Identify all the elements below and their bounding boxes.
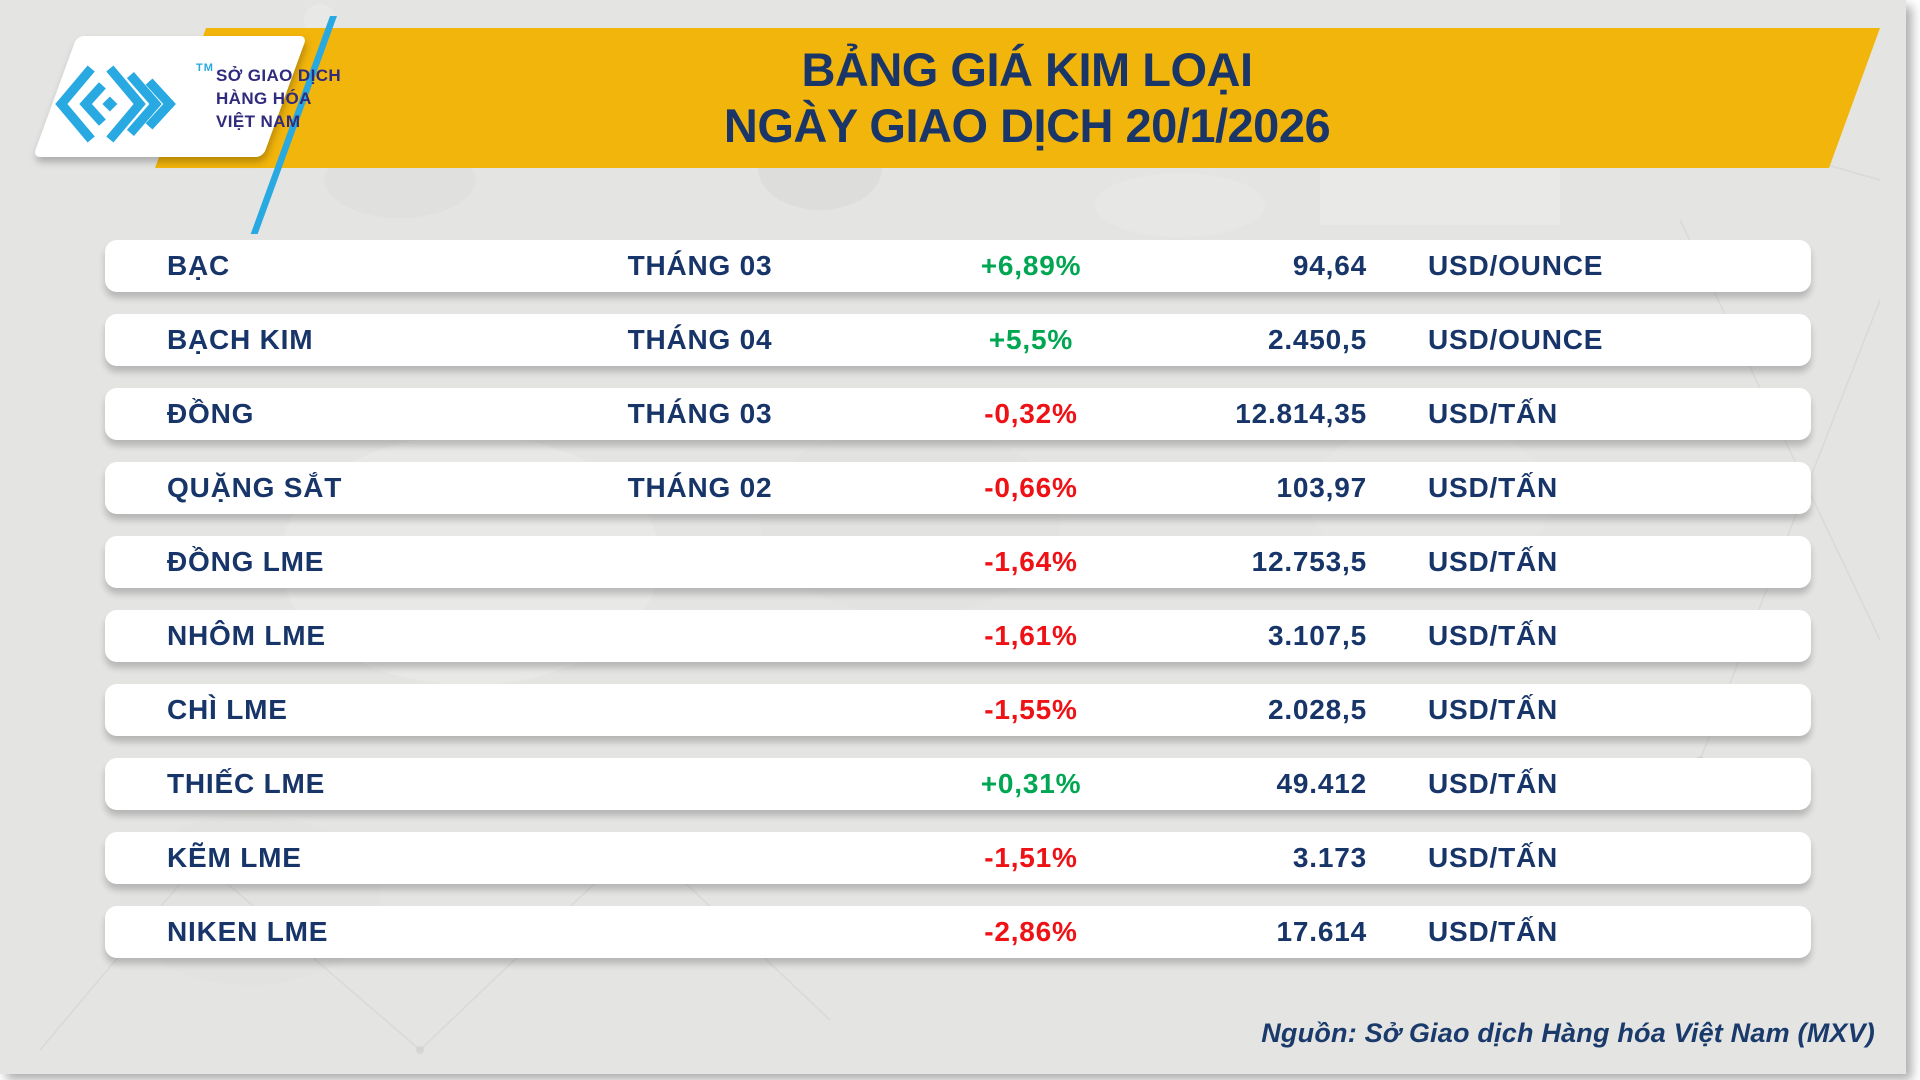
change-percent: -1,51% xyxy=(984,842,1078,873)
page-title-line1: BẢNG GIÁ KIM LOẠI xyxy=(801,43,1253,96)
commodity-name: THIẾC LME xyxy=(167,768,326,799)
price-value: 17.614 xyxy=(1276,916,1367,947)
change-percent: -1,55% xyxy=(984,694,1078,725)
change-percent: +5,5% xyxy=(988,324,1074,355)
org-name-line: HÀNG HÓA xyxy=(216,89,312,108)
change-percent: -0,66% xyxy=(984,472,1078,503)
price-unit: USD/TẤN xyxy=(1428,842,1559,873)
commodity-name: BẠCH KIM xyxy=(167,324,314,355)
price-unit: USD/TẤN xyxy=(1428,916,1559,947)
price-value: 12.753,5 xyxy=(1251,546,1367,577)
table-row: BẠCH KIM THÁNG 04 +5,5% 2.450,5 USD/OUNCE xyxy=(105,314,1811,366)
contract-month: THÁNG 03 xyxy=(627,250,773,281)
table-row: ĐỒNG LME -1,64% 12.753,5 USD/TẤN xyxy=(105,536,1811,588)
org-name-line: VIỆT NAM xyxy=(216,112,301,131)
org-name: SỞ GIAO DỊCH HÀNG HÓA VIỆT NAM xyxy=(216,64,386,133)
price-value: 12.814,35 xyxy=(1235,398,1367,429)
price-unit: USD/TẤN xyxy=(1428,768,1559,799)
change-percent: -0,32% xyxy=(984,398,1078,429)
price-unit: USD/OUNCE xyxy=(1428,250,1604,281)
price-unit: USD/TẤN xyxy=(1428,620,1559,651)
commodity-name: CHÌ LME xyxy=(167,694,288,725)
price-value: 103,97 xyxy=(1276,472,1367,503)
contract-month: THÁNG 02 xyxy=(627,472,773,503)
contract-month: THÁNG 04 xyxy=(627,324,773,355)
price-value: 49.412 xyxy=(1276,768,1367,799)
commodity-name: ĐỒNG LME xyxy=(167,546,325,577)
change-percent: +6,89% xyxy=(980,250,1082,281)
commodity-name: NHÔM LME xyxy=(167,620,326,651)
price-unit: USD/TẤN xyxy=(1428,546,1559,577)
change-percent: -1,61% xyxy=(984,620,1078,651)
price-value: 2.450,5 xyxy=(1267,324,1367,355)
price-unit: USD/OUNCE xyxy=(1428,324,1604,355)
metal-price-table: BẠC THÁNG 03 +6,89% 94,64 USD/OUNCE BẠCH KIM T… xyxy=(105,240,1811,980)
price-value: 3.173 xyxy=(1292,842,1367,873)
page-title-line2: NGÀY GIAO DỊCH 20/1/2026 xyxy=(723,99,1331,152)
price-value: 2.028,5 xyxy=(1267,694,1367,725)
price-unit: USD/TẤN xyxy=(1428,398,1559,429)
price-value: 3.107,5 xyxy=(1267,620,1367,651)
mxv-logo-icon xyxy=(55,65,176,143)
table-row: NIKEN LME -2,86% 17.614 USD/TẤN xyxy=(105,906,1811,958)
table-row: NHÔM LME -1,61% 3.107,5 USD/TẤN xyxy=(105,610,1811,662)
commodity-name: QUẶNG SẮT xyxy=(167,472,343,503)
commodity-name: KẼM LME xyxy=(167,842,302,873)
table-row: KẼM LME -1,51% 3.173 USD/TẤN xyxy=(105,832,1811,884)
table-row: CHÌ LME -1,55% 2.028,5 USD/TẤN xyxy=(105,684,1811,736)
trademark-symbol: TM xyxy=(196,62,214,74)
commodity-name: ĐỒNG xyxy=(167,398,255,429)
change-percent: +0,31% xyxy=(980,768,1082,799)
commodity-name: BẠC xyxy=(167,250,231,281)
price-value: 94,64 xyxy=(1292,250,1367,281)
page-title: BẢNG GIÁ KIM LOẠI NGÀY GIAO DỊCH 20/1/20… xyxy=(190,28,1864,168)
price-unit: USD/TẤN xyxy=(1428,694,1559,725)
table-row: THIẾC LME +0,31% 49.412 USD/TẤN xyxy=(105,758,1811,810)
table-row: BẠC THÁNG 03 +6,89% 94,64 USD/OUNCE xyxy=(105,240,1811,292)
commodity-name: NIKEN LME xyxy=(167,916,329,947)
table-row: ĐỒNG THÁNG 03 -0,32% 12.814,35 USD/TẤN xyxy=(105,388,1811,440)
source-note: Nguồn: Sở Giao dịch Hàng hóa Việt Nam (M… xyxy=(1261,1018,1875,1048)
price-unit: USD/TẤN xyxy=(1428,472,1559,503)
contract-month: THÁNG 03 xyxy=(627,398,773,429)
change-percent: -1,64% xyxy=(984,546,1078,577)
change-percent: -2,86% xyxy=(984,916,1078,947)
org-name-line: SỞ GIAO DỊCH xyxy=(216,66,342,85)
table-row: QUẶNG SẮT THÁNG 02 -0,66% 103,97 USD/TẤN xyxy=(105,462,1811,514)
